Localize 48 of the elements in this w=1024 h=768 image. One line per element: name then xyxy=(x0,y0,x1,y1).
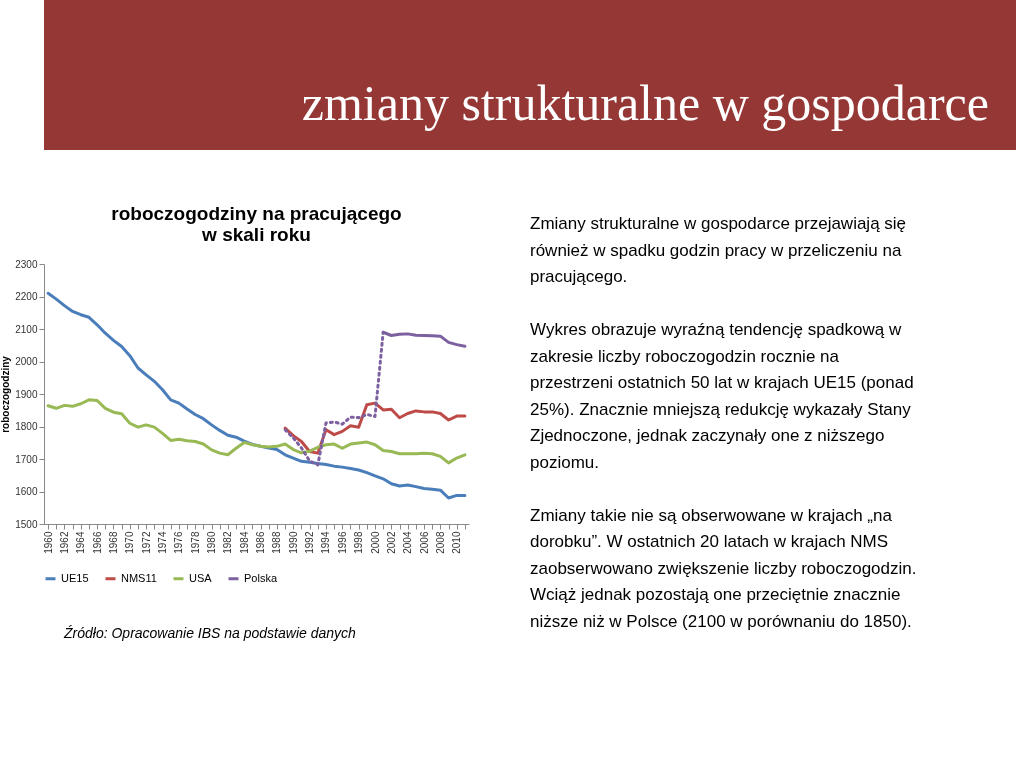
x-tick-label: 1960 xyxy=(42,531,54,554)
x-tick-label: 1970 xyxy=(124,531,136,554)
line-series xyxy=(46,398,467,465)
legend-label: UE15 xyxy=(61,571,89,584)
x-tick-label: 2010 xyxy=(451,531,463,554)
x-tick-label: 1998 xyxy=(353,531,365,554)
x-tick-label: 1980 xyxy=(206,531,218,554)
x-tick-label: 1990 xyxy=(287,531,299,554)
chart-subtitle: roboczogodziny na pracującego w skali roku xyxy=(111,203,402,245)
x-tick-label: 2004 xyxy=(402,531,414,554)
legend-label: NMS11 xyxy=(121,571,157,584)
y-tick-label: 1600 xyxy=(15,486,38,497)
y-tick-label: 1800 xyxy=(15,421,38,432)
legend-label: Polska xyxy=(244,571,278,584)
x-tick-label: 1974 xyxy=(157,531,169,554)
x-tick-label: 2000 xyxy=(369,531,381,554)
text: Zmiany takie nie są obserwowane w krajach „na dorobku”. W ostatnich 20 latach w krajach NMS zaobserwowano zwiększenie liczby roboczogodzin. Wciąż jednak pozostają one przeciętnie znacznie niższe niż w Polsce (2100 w porównaniu do 1850). xyxy=(530,505,917,631)
legend-label: USA xyxy=(189,571,213,584)
x-tick-label: 1986 xyxy=(255,531,267,554)
x-tick-label: 2006 xyxy=(418,531,430,554)
x-tick-label: 1994 xyxy=(320,531,332,554)
y-tick-label: 1500 xyxy=(15,518,38,530)
x-tick-label: 1972 xyxy=(140,531,152,554)
x-tick-label: 1978 xyxy=(189,531,201,554)
text: Źródło: Opracowanie IBS na podstawie danych xyxy=(63,625,357,641)
x-tick-label: 1968 xyxy=(107,531,119,554)
x-tick-label: 1988 xyxy=(271,531,283,554)
x-tick-label: 1992 xyxy=(304,531,316,554)
text: Zmiany strukturalne w gospodarce przejawiają się również w spadku godzin pracy w przeliczeniu na pracującego. xyxy=(530,214,907,286)
y-tick-label: 1900 xyxy=(15,388,38,400)
text: zmiany strukturalne w gospodarce xyxy=(301,75,989,131)
y-tick-label: 2100 xyxy=(15,323,38,335)
y-tick-label: 1700 xyxy=(15,453,38,465)
y-tick-label: 2000 xyxy=(15,356,38,367)
y-tick-label: 2300 xyxy=(15,258,38,270)
x-tick-label: 1976 xyxy=(173,531,185,554)
x-tick-label: 1982 xyxy=(222,531,234,554)
y-axis-title: roboczogodziny xyxy=(0,355,12,433)
line-series xyxy=(46,291,467,500)
x-tick-label: 1964 xyxy=(75,531,87,554)
text: Wykres obrazuje wyraźną tendencję spadkową w zakresie liczby roboczogodzin rocznie na przestrzeni ostatnich 50 lat w krajach UE15 (ponad 25%). Znacznie mniejszą redukcję wykazały Stany Zjednoczone, jednak zaczynały one z niższego poziomu. xyxy=(530,320,914,472)
x-tick-label: 1966 xyxy=(91,531,103,554)
x-tick-label: 2008 xyxy=(434,531,446,554)
x-tick-label: 1984 xyxy=(238,531,250,554)
y-tick-label: 2200 xyxy=(15,291,38,302)
x-tick-label: 2002 xyxy=(385,531,397,554)
x-tick-label: 1962 xyxy=(58,531,70,554)
x-tick-label: 1996 xyxy=(336,531,348,554)
